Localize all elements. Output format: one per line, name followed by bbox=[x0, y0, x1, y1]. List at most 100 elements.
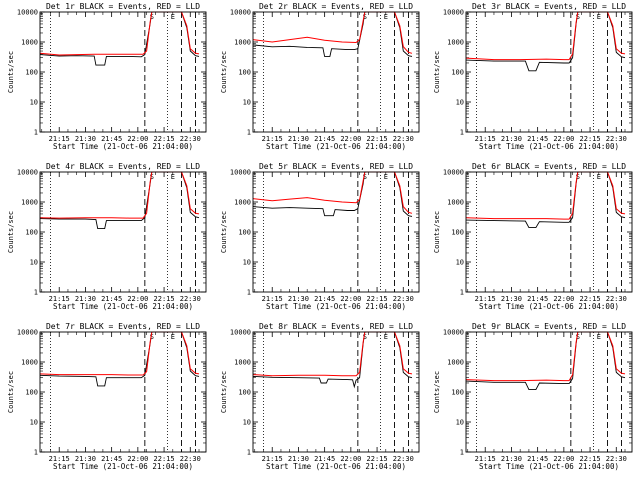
x-tick-label: 22:15 bbox=[367, 295, 388, 303]
x-tick-label: 21:30 bbox=[501, 295, 522, 303]
marker-label: S bbox=[576, 13, 580, 21]
events-line bbox=[39, 331, 200, 387]
events-line bbox=[465, 331, 626, 391]
y-tick-label: 1 bbox=[34, 289, 38, 297]
x-tick-label: 21:30 bbox=[75, 295, 96, 303]
y-tick-label: 100 bbox=[238, 389, 251, 397]
x-tick-label: 22:30 bbox=[606, 455, 627, 463]
marker-label: E bbox=[597, 13, 601, 21]
plot-frame bbox=[465, 331, 633, 453]
marker-label: S bbox=[150, 333, 154, 341]
marker-label: E bbox=[171, 13, 175, 21]
panel-1: Det 1r BLACK = Events, RED = LLD 1 10 100 10… bbox=[7, 2, 207, 151]
y-tick-label: 1000 bbox=[21, 199, 38, 207]
plot-frame bbox=[252, 11, 420, 133]
x-tick-label: 22:30 bbox=[393, 455, 414, 463]
x-tick-label: 22:30 bbox=[606, 295, 627, 303]
x-tick-label: 22:30 bbox=[180, 295, 201, 303]
x-tick-label: 21:30 bbox=[288, 455, 309, 463]
x-axis-label: Start Time (21-Oct-06 21:04:00) bbox=[266, 462, 406, 471]
y-tick-label: 1000 bbox=[234, 199, 251, 207]
lld-line bbox=[39, 171, 200, 219]
events-line bbox=[252, 331, 413, 389]
x-axis-label: Start Time (21-Oct-06 21:04:00) bbox=[53, 302, 193, 311]
x-tick-label: 21:15 bbox=[475, 295, 496, 303]
y-tick-label: 1 bbox=[34, 129, 38, 137]
y-axis-label: Counts/sec bbox=[7, 51, 15, 93]
marker-label: E bbox=[597, 173, 601, 181]
panel-5: Det 5r BLACK = Events, RED = LLD 1 10 100 10… bbox=[220, 162, 420, 311]
y-tick-label: 10000 bbox=[443, 329, 464, 337]
panel-title: Det 8r BLACK = Events, RED = LLD bbox=[259, 322, 413, 331]
marker-label: E bbox=[384, 173, 388, 181]
y-tick-label: 100 bbox=[238, 229, 251, 237]
marker-label: S bbox=[363, 333, 367, 341]
x-tick-label: 22:00 bbox=[127, 135, 148, 143]
x-tick-label: 21:30 bbox=[501, 455, 522, 463]
y-axis-label: Counts/sec bbox=[433, 51, 441, 93]
panel-title: Det 4r BLACK = Events, RED = LLD bbox=[46, 162, 200, 171]
y-tick-label: 10000 bbox=[17, 329, 38, 337]
x-tick-label: 21:30 bbox=[288, 135, 309, 143]
plot-frame bbox=[39, 331, 207, 453]
lld-line bbox=[252, 171, 413, 214]
lld-line bbox=[252, 11, 413, 54]
panel-title: Det 6r BLACK = Events, RED = LLD bbox=[472, 162, 626, 171]
x-tick-label: 22:00 bbox=[340, 455, 361, 463]
x-tick-label: 21:45 bbox=[101, 135, 122, 143]
y-tick-label: 10 bbox=[456, 99, 464, 107]
x-tick-label: 22:00 bbox=[340, 135, 361, 143]
x-axis-label: Start Time (21-Oct-06 21:04:00) bbox=[53, 142, 193, 151]
events-line bbox=[465, 11, 626, 72]
x-axis-label: Start Time (21-Oct-06 21:04:00) bbox=[479, 302, 619, 311]
x-tick-label: 21:15 bbox=[262, 455, 283, 463]
x-tick-label: 22:15 bbox=[154, 295, 175, 303]
x-tick-label: 21:45 bbox=[527, 295, 548, 303]
y-tick-label: 100 bbox=[238, 69, 251, 77]
y-tick-label: 10000 bbox=[230, 329, 251, 337]
x-tick-label: 21:45 bbox=[527, 455, 548, 463]
x-tick-label: 21:45 bbox=[101, 295, 122, 303]
plot-frame bbox=[39, 171, 207, 293]
x-tick-label: 21:30 bbox=[75, 135, 96, 143]
y-tick-label: 10 bbox=[456, 419, 464, 427]
x-axis-label: Start Time (21-Oct-06 21:04:00) bbox=[266, 142, 406, 151]
x-tick-label: 21:30 bbox=[288, 295, 309, 303]
x-tick-label: 21:45 bbox=[314, 135, 335, 143]
marker-label: E bbox=[171, 173, 175, 181]
marker-label: S bbox=[363, 173, 367, 181]
y-tick-label: 10000 bbox=[443, 9, 464, 17]
y-tick-label: 1 bbox=[247, 449, 251, 457]
plot-frame bbox=[252, 331, 420, 453]
plot-frame bbox=[39, 11, 207, 133]
x-tick-label: 22:15 bbox=[580, 295, 601, 303]
x-tick-label: 21:45 bbox=[101, 455, 122, 463]
lld-line bbox=[39, 331, 200, 376]
x-tick-label: 21:15 bbox=[475, 455, 496, 463]
y-tick-label: 10 bbox=[243, 259, 251, 267]
x-tick-label: 22:00 bbox=[553, 135, 574, 143]
lld-line bbox=[465, 331, 626, 382]
y-tick-label: 10 bbox=[243, 419, 251, 427]
x-tick-label: 21:30 bbox=[501, 135, 522, 143]
marker-label: S bbox=[150, 13, 154, 21]
panel-title: Det 3r BLACK = Events, RED = LLD bbox=[472, 2, 626, 11]
y-tick-label: 1000 bbox=[234, 39, 251, 47]
y-tick-label: 100 bbox=[451, 69, 464, 77]
panel-9: Det 9r BLACK = Events, RED = LLD 1 10 100 10… bbox=[433, 322, 633, 471]
events-line bbox=[252, 171, 413, 217]
y-axis-label: Counts/sec bbox=[220, 371, 228, 413]
x-tick-label: 21:15 bbox=[49, 135, 70, 143]
y-tick-label: 1000 bbox=[21, 359, 38, 367]
y-axis-label: Counts/sec bbox=[433, 371, 441, 413]
x-axis-label: Start Time (21-Oct-06 21:04:00) bbox=[53, 462, 193, 471]
plot-frame bbox=[252, 171, 420, 293]
marker-label: S bbox=[576, 173, 580, 181]
x-tick-label: 22:15 bbox=[154, 135, 175, 143]
y-axis-label: Counts/sec bbox=[433, 211, 441, 253]
x-tick-label: 22:30 bbox=[180, 455, 201, 463]
y-tick-label: 10 bbox=[30, 99, 38, 107]
x-tick-label: 21:45 bbox=[314, 295, 335, 303]
x-tick-label: 21:30 bbox=[75, 455, 96, 463]
y-tick-label: 1000 bbox=[447, 39, 464, 47]
